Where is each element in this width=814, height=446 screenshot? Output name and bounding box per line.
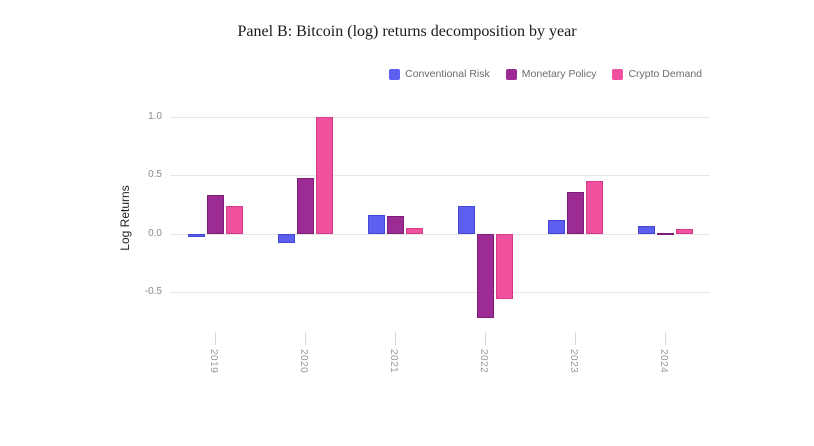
y-axis-title: Log Returns [118,185,132,251]
x-tick [215,332,216,345]
x-tick [665,332,666,345]
y-tick-label: -0.5 [144,286,162,298]
bar-2021-conventional-risk [367,215,385,234]
x-tick-label: 2020 [298,349,309,374]
plot-area [170,105,710,332]
bar-2020-monetary-policy [296,177,314,234]
x-tick-label: 2023 [568,349,579,374]
bar-2019-monetary-policy [206,195,224,234]
bar-2020-conventional-risk [277,233,295,244]
x-tick [575,332,576,345]
gridline [170,233,710,235]
x-tick [485,332,486,345]
legend-label: Conventional Risk [405,68,490,80]
y-tick-label: 1.0 [148,110,162,122]
legend-item-conventional-risk[interactable]: Conventional Risk [389,68,490,80]
bar-2023-monetary-policy [566,191,584,234]
bar-2023-crypto-demand [585,181,603,234]
gridline [170,116,710,118]
bar-2019-conventional-risk [187,233,205,238]
bar-2019-crypto-demand [225,205,243,234]
chart-title: Panel B: Bitcoin (log) returns decomposi… [237,23,577,40]
bar-2023-conventional-risk [547,219,565,234]
bar-2024-monetary-policy [656,232,674,235]
x-axis: 2019 2020 2021 2022 2023 2024 [170,332,710,412]
y-tick-label: 0.5 [148,169,162,181]
x-tick [395,332,396,345]
gridline [170,175,710,177]
bar-2021-monetary-policy [386,216,404,234]
x-tick [305,332,306,345]
legend-swatch-icon [389,68,401,80]
legend-item-crypto-demand[interactable]: Crypto Demand [612,68,702,80]
bar-2021-crypto-demand [405,227,423,234]
x-tick-label: 2019 [208,349,219,374]
gridline [170,292,710,294]
legend-label: Crypto Demand [628,68,702,80]
x-tick-label: 2022 [478,349,489,374]
bar-2024-crypto-demand [675,229,693,234]
legend-label: Monetary Policy [521,68,597,80]
x-tick-label: 2021 [388,349,399,374]
legend-swatch-icon [612,68,624,80]
legend-item-monetary-policy[interactable]: Monetary Policy [505,68,597,80]
legend-swatch-icon [505,68,517,80]
x-tick-label: 2024 [658,349,669,374]
bar-2022-crypto-demand [495,233,513,300]
bar-2022-monetary-policy [476,233,494,318]
bar-2020-crypto-demand [315,116,333,234]
bar-2024-conventional-risk [637,225,655,234]
bar-2022-conventional-risk [457,205,475,234]
legend: Conventional Risk Monetary Policy Crypto D… [389,68,702,80]
